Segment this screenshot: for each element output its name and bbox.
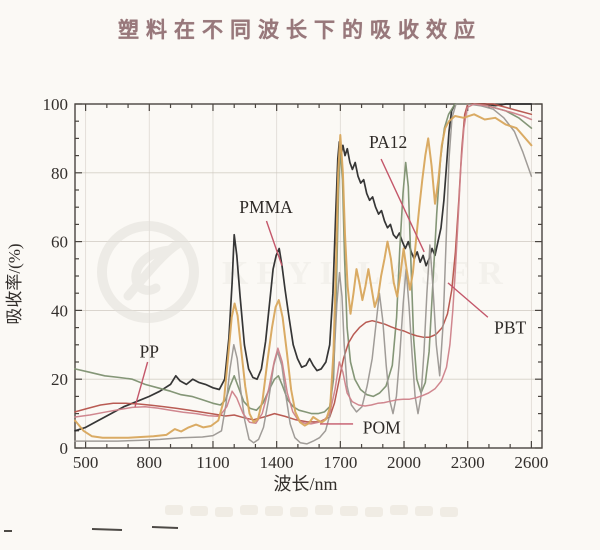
annotation-pointer-PP bbox=[134, 361, 149, 407]
annotation-label-PP: PP bbox=[140, 342, 160, 362]
x-tick-label: 1100 bbox=[196, 453, 229, 472]
plot-frame bbox=[74, 103, 543, 449]
x-tick-label: 2000 bbox=[387, 453, 421, 472]
y-tick-label: 100 bbox=[43, 95, 69, 114]
watermark-logo-icon bbox=[97, 221, 199, 323]
annotation-pointer-PA12 bbox=[380, 158, 425, 253]
x-tick-label: 500 bbox=[73, 453, 99, 472]
annotation-label-PBT: PBT bbox=[494, 318, 526, 338]
y-tick-label: 80 bbox=[51, 164, 68, 183]
x-tick-label: 800 bbox=[137, 453, 163, 472]
annotation-pointer-PMMA bbox=[265, 220, 283, 266]
annotation-pointer-PBT bbox=[447, 282, 489, 318]
x-tick-label: 2300 bbox=[451, 453, 485, 472]
x-tick-label: 2600 bbox=[514, 453, 548, 472]
watermark-logo-glyph bbox=[123, 239, 183, 301]
series-unlabeled bbox=[74, 113, 533, 439]
y-tick-label: 20 bbox=[51, 370, 68, 389]
x-tick-label: 1400 bbox=[260, 453, 294, 472]
y-tick-label: 40 bbox=[51, 301, 68, 320]
annotation-label-POM: POM bbox=[363, 417, 401, 437]
annotation-label-PMMA: PMMA bbox=[239, 197, 293, 217]
x-axis-label: 波长/nm bbox=[273, 474, 337, 494]
chart-title: 塑料在不同波长下的吸收效应 bbox=[118, 17, 482, 42]
series-PP bbox=[74, 103, 533, 423]
x-tick-label: 1700 bbox=[323, 453, 357, 472]
cut-off-marks bbox=[4, 526, 179, 532]
annotation-label-PA12: PA12 bbox=[369, 132, 407, 152]
page-bleedthrough bbox=[165, 505, 458, 517]
watermark: KEYI LASER bbox=[97, 221, 511, 323]
series-PBT bbox=[74, 103, 533, 425]
y-tick-label: 60 bbox=[51, 233, 68, 252]
watermark-text: KEYI LASER bbox=[222, 255, 511, 292]
y-axis-label: 吸收率/(%) bbox=[5, 243, 24, 324]
y-tick-label: 0 bbox=[60, 439, 69, 458]
